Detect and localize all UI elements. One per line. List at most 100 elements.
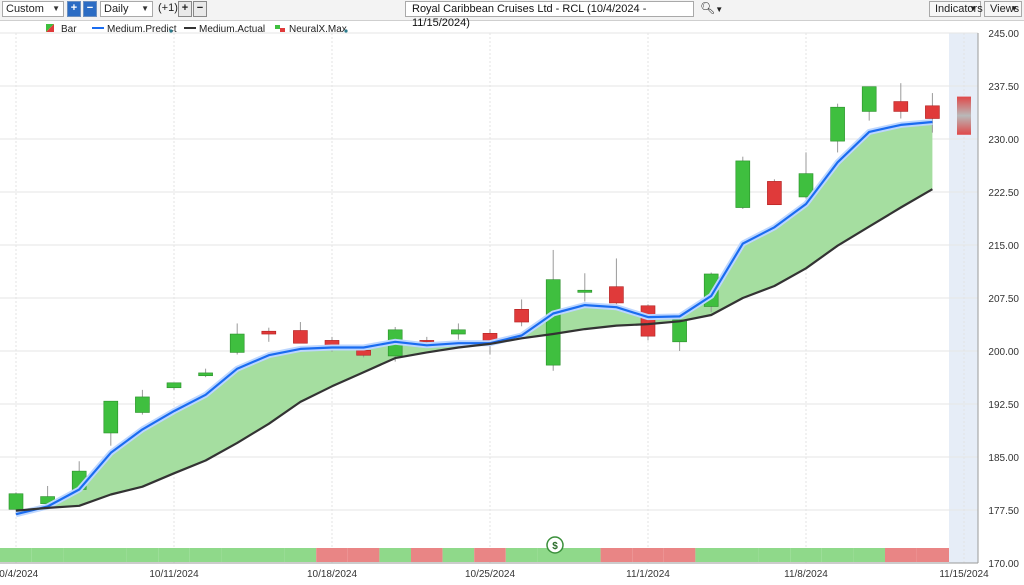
- minus-icon: −: [86, 2, 94, 14]
- series-lines: [15, 119, 933, 518]
- x-tick-label: 11/1/2024: [626, 569, 670, 580]
- x-axis: 10/4/2024 10/11/2024 10/18/2024 10/25/2024 1…: [0, 569, 989, 580]
- dividend-marker[interactable]: $: [546, 536, 564, 554]
- signal-strip-cell: [126, 548, 159, 562]
- offset-decrease-button[interactable]: −: [193, 1, 207, 17]
- candle: [419, 340, 435, 343]
- range-select[interactable]: Custom ▼: [2, 1, 64, 17]
- candle: [609, 286, 624, 304]
- search-icon: 🔍︎: [700, 1, 716, 15]
- signal-strip-cell: [790, 548, 822, 562]
- candle: [767, 181, 782, 206]
- legend-dot-icon: [344, 29, 348, 33]
- signal-strip-cell: [221, 548, 253, 562]
- signal-strip-cell: [379, 548, 411, 562]
- band-fill: [16, 122, 933, 515]
- chevron-down-icon: ▼: [1010, 4, 1018, 13]
- signal-strip-cell: [95, 548, 127, 562]
- legend-bar-swatch-down: [46, 24, 54, 32]
- y-tick-label: 200.00: [988, 347, 1019, 358]
- interval-select[interactable]: Daily ▼: [100, 1, 153, 17]
- candle: [672, 319, 687, 343]
- candle: [103, 400, 119, 434]
- symbol-title-field[interactable]: Royal Caribbean Cruises Ltd - RCL (10/4/…: [405, 1, 694, 29]
- indicators-label: Indicators: [935, 3, 983, 15]
- signal-strip-cell: [411, 548, 443, 562]
- y-tick-label: 170.00: [988, 559, 1019, 570]
- x-tick-label: 10/11/2024: [149, 569, 199, 580]
- candle: [925, 105, 940, 119]
- signal-strip-cell: [505, 548, 538, 562]
- signal-strip-cell: [727, 548, 759, 562]
- dividend-icon: [546, 536, 564, 554]
- y-tick-label: 215.00: [988, 241, 1019, 252]
- candle: [356, 349, 371, 356]
- x-tick-label: 11/8/2024: [784, 569, 828, 580]
- legend-label: NeuralX.Max: [289, 24, 347, 35]
- y-tick-label: 237.50: [988, 82, 1019, 93]
- legend-item-predict: Medium.Predict: [92, 24, 177, 35]
- minus-icon: −: [196, 2, 204, 14]
- signal-strip: [0, 548, 949, 562]
- indicators-button[interactable]: Indicators ▼: [929, 1, 983, 17]
- predict-actual-fill: [16, 122, 933, 515]
- zoom-in-button[interactable]: +: [67, 1, 81, 17]
- candle: [577, 289, 593, 293]
- signal-strip-cell: [63, 548, 95, 562]
- candle: [261, 330, 277, 335]
- signal-strip-cell: [31, 548, 64, 562]
- actual-line: [15, 188, 933, 512]
- y-tick-label: 192.50: [988, 400, 1019, 411]
- chevron-down-icon: ▼: [141, 4, 149, 13]
- signal-strip-cell: [600, 548, 633, 562]
- candle: [830, 106, 845, 142]
- plus-icon: +: [70, 2, 78, 14]
- chevron-down-icon: ▼: [52, 4, 60, 13]
- toolbar: Custom ▼ + − Daily ▼ (+1) + − Royal Cari…: [0, 0, 1024, 29]
- interval-select-value: Daily: [104, 3, 129, 15]
- candle: [640, 305, 656, 337]
- candle: [135, 396, 150, 413]
- signal-strip-cell: [537, 548, 569, 562]
- candle: [893, 101, 909, 112]
- candle: [198, 372, 213, 377]
- y-tick-label: 230.00: [988, 135, 1019, 146]
- signal-strip-cell: [569, 548, 601, 562]
- candle: [293, 330, 308, 344]
- legend-item-neuralx: NeuralX.Max: [275, 24, 348, 35]
- neuralx-max-candle: [957, 96, 971, 135]
- signal-strip-cell: [253, 548, 285, 562]
- candle: [166, 382, 182, 389]
- signal-strip-cell: [885, 548, 917, 562]
- offset-label: (+1): [158, 2, 178, 14]
- signal-strip-cell: [284, 548, 317, 562]
- search-button[interactable]: 🔍︎▼: [700, 1, 723, 17]
- candle: [451, 329, 466, 335]
- candle: [229, 333, 245, 353]
- offset-increase-button[interactable]: +: [178, 1, 192, 17]
- x-tick-label: 10/25/2024: [465, 569, 515, 580]
- views-button[interactable]: Views ▼: [984, 1, 1022, 17]
- candle: [735, 160, 751, 208]
- signal-strip-cell: [663, 548, 696, 562]
- legend-dot-icon: [169, 29, 173, 33]
- candle: [8, 493, 24, 510]
- chevron-down-icon: ▼: [969, 4, 977, 13]
- signal-strip-cell: [316, 548, 348, 562]
- legend-label: Medium.Predict: [107, 24, 177, 35]
- signal-strip-cell: [474, 548, 506, 562]
- chevron-down-icon: ▼: [715, 5, 724, 14]
- legend-item-bar: Bar: [46, 24, 77, 35]
- signal-strip-cell: [758, 548, 791, 562]
- legend-item-actual: Medium.Actual: [184, 24, 265, 35]
- signal-strip-cell: [158, 548, 190, 562]
- legend: Bar Medium.Predict Medium.Actual NeuralX…: [46, 24, 348, 35]
- y-axis: 245.00 237.50 230.00 222.50 215.00 207.50 200.…: [988, 29, 1019, 570]
- dollar-icon: $: [552, 541, 558, 552]
- legend-neuralx-swatch-up: [275, 25, 280, 29]
- x-tick-label: 10/4/2024: [0, 569, 39, 580]
- y-tick-label: 245.00: [988, 29, 1019, 40]
- signal-strip-cell: [916, 548, 949, 562]
- price-chart: 245.00 237.50 230.00 222.50 215.00 207.50 200.…: [0, 24, 1019, 580]
- zoom-out-button[interactable]: −: [83, 1, 97, 17]
